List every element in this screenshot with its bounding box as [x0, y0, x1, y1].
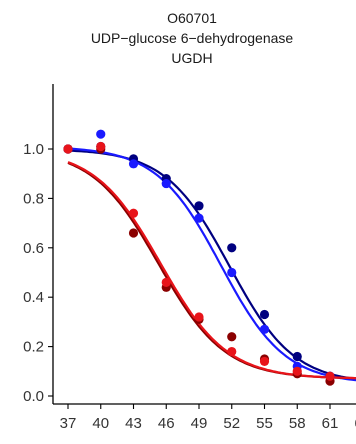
title-line-2: UDP−glucose 6−dehydrogenase: [91, 30, 294, 46]
chart-title: O60701 UDP−glucose 6−dehydrogenase UGDH: [91, 10, 294, 66]
x-tick-label: 61: [322, 415, 339, 432]
x-tick-label: 46: [158, 415, 175, 432]
fit-curve-4: [67, 161, 356, 380]
y-tick-label: 0.0: [23, 388, 44, 405]
data-point-s2: [96, 129, 106, 139]
data-point-s1: [292, 351, 302, 362]
x-axis-ticks: 37 40 43 46 49 52 55 58 61 64: [60, 404, 356, 432]
data-point-s1: [194, 201, 204, 211]
data-point-s4: [325, 371, 335, 381]
data-points: [63, 129, 335, 386]
y-tick-label: 1.0: [23, 141, 44, 158]
data-point-s2: [128, 159, 139, 169]
data-point-s3: [227, 332, 237, 342]
data-point-s2: [161, 178, 171, 189]
data-point-s4: [292, 366, 302, 376]
y-tick-label: 0.2: [23, 339, 44, 356]
data-point-s4: [128, 208, 139, 218]
x-tick-label: 40: [92, 415, 109, 432]
data-point-s4: [194, 312, 204, 322]
x-tick-label: 52: [223, 415, 240, 432]
title-line-1: O60701: [167, 10, 217, 26]
data-point-s4: [161, 277, 171, 287]
x-tick-label: 37: [60, 415, 77, 432]
data-point-s3: [128, 228, 139, 238]
x-tick-label: 58: [289, 415, 306, 432]
data-point-s2: [227, 267, 237, 278]
data-point-s2: [259, 324, 270, 334]
fit-curve-2: [67, 147, 356, 382]
data-point-s1: [227, 243, 237, 253]
fit-curves: [67, 147, 356, 382]
data-point-s4: [227, 346, 237, 357]
x-tick-label: 43: [125, 415, 142, 432]
y-axis-ticks: 0.0 0.2 0.4 0.6 0.8 1.0: [23, 141, 53, 405]
title-line-3: UGDH: [171, 50, 212, 66]
y-tick-label: 0.4: [23, 289, 44, 306]
x-tick-label: 49: [191, 415, 208, 432]
data-point-s2: [194, 213, 204, 223]
fit-curve-3: [67, 161, 356, 380]
y-tick-label: 0.6: [23, 240, 44, 257]
fit-curve-1: [67, 149, 356, 381]
x-tick-label: 64: [354, 415, 356, 432]
data-point-s4: [96, 141, 106, 152]
x-tick-label: 55: [256, 415, 273, 432]
y-tick-label: 0.8: [23, 190, 44, 207]
data-point-s1: [259, 309, 270, 320]
data-point-s4: [259, 356, 270, 367]
data-point-s4: [63, 144, 73, 154]
